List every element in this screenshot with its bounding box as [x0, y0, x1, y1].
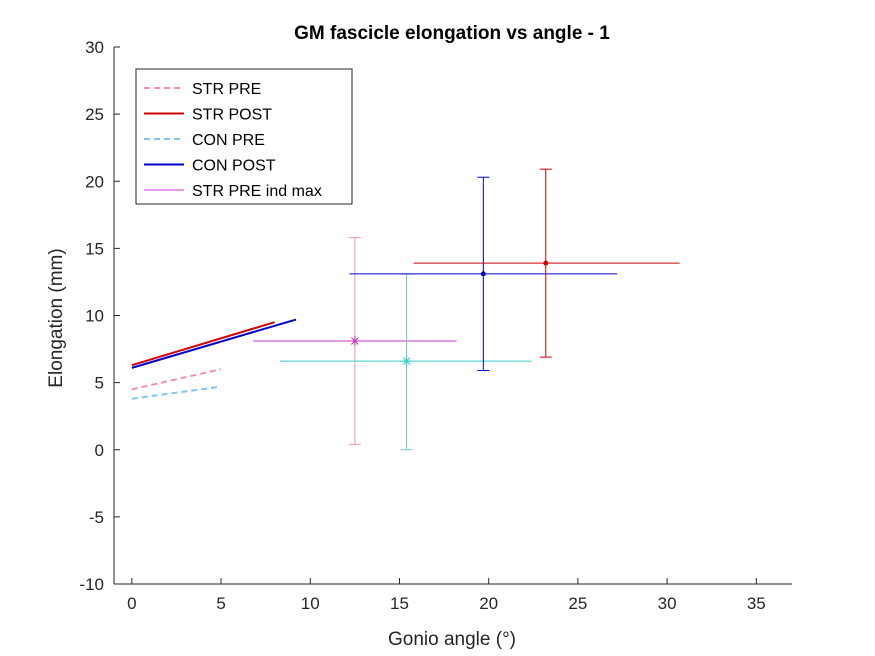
- legend-label: CON PRE: [192, 132, 265, 149]
- x-tick-label: 10: [301, 594, 320, 613]
- error-point-str-pre-ind-max: [253, 237, 457, 445]
- dot-marker: [480, 271, 486, 277]
- series-line-str-pre: [131, 368, 222, 391]
- series-line-str-post: [131, 321, 275, 367]
- y-axis-title: Elongation (mm): [46, 248, 67, 387]
- y-tick-label: 15: [85, 239, 104, 258]
- series-line-con-pre: [131, 385, 222, 400]
- series-line-con-post: [131, 318, 297, 369]
- legend-box: [135, 68, 353, 205]
- chart-title: GM fascicle elongation vs angle - 1: [294, 23, 610, 44]
- error-point-str-post: [413, 168, 680, 358]
- y-tick-label: 0: [95, 441, 104, 460]
- error-point-con-pre: [279, 273, 532, 451]
- x-tick-label: 0: [127, 594, 136, 613]
- y-tick-label: -5: [89, 508, 104, 527]
- legend-label: STR PRE: [192, 81, 261, 98]
- error-bars: [253, 168, 680, 451]
- asterisk-marker-d2: [402, 357, 411, 365]
- dot-marker: [543, 260, 549, 266]
- axes: 0 5 10 15 20 25 30 35 -10 -5 0 5 10 15 20 25 30: [79, 38, 792, 613]
- x-tick-label: 20: [479, 594, 498, 613]
- y-tick-label: 20: [85, 172, 104, 191]
- legend-label: STR POST: [192, 107, 272, 124]
- x-tick-label: 25: [568, 594, 587, 613]
- y-tick-label: -10: [79, 575, 104, 594]
- y-tick-label: 5: [95, 374, 104, 393]
- x-tick-label: 30: [658, 594, 677, 613]
- x-tick-label: 15: [390, 594, 409, 613]
- y-tick-label: 10: [85, 307, 104, 326]
- legend: STR PRE STR POST CON PRE CON POST STR PRE in…: [135, 68, 353, 205]
- y-tick-label: 25: [85, 105, 104, 124]
- x-tick-label: 5: [216, 594, 225, 613]
- error-point-con-post: [349, 176, 618, 372]
- asterisk-marker-d2: [351, 337, 359, 345]
- legend-label: STR PRE ind max: [192, 183, 322, 200]
- y-tick-label: 30: [85, 38, 104, 57]
- x-tick-label: 35: [747, 594, 766, 613]
- x-axis-title: Gonio angle (°): [388, 629, 516, 650]
- legend-label: CON POST: [192, 158, 276, 175]
